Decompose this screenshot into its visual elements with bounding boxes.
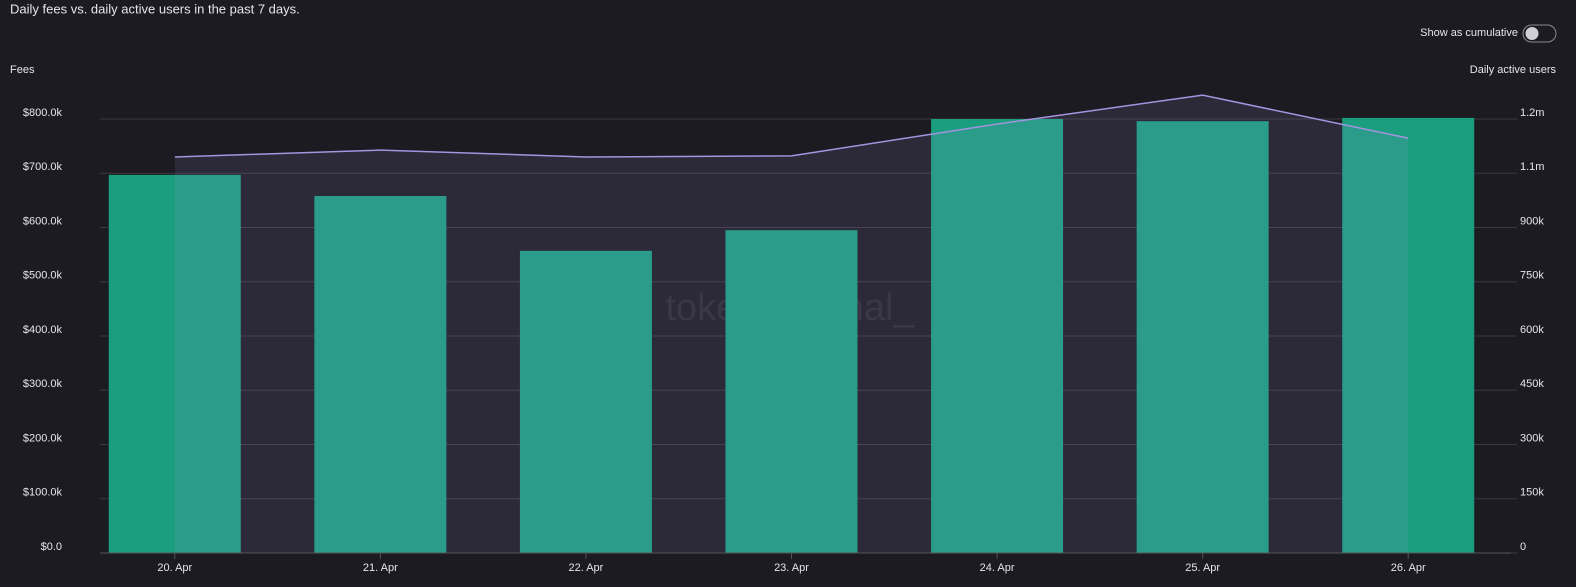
- x-tick-label: 25. Apr: [1185, 562, 1220, 574]
- y2-tick-label: 750k: [1520, 270, 1544, 282]
- y-tick-label: $500.0k: [23, 270, 63, 282]
- y2-tick-label: 0: [1520, 541, 1526, 553]
- chart-title: Daily fees vs. daily active users in the…: [10, 1, 300, 16]
- bar: [931, 119, 1064, 553]
- bar: [314, 196, 447, 553]
- line: [174, 94, 1409, 158]
- toggle-label[interactable]: Show as cumulative: [1420, 27, 1518, 39]
- bar: [519, 250, 652, 553]
- bar: [108, 174, 241, 553]
- y2-tick-label: 900k: [1520, 215, 1544, 227]
- x-tick-label: 26. Apr: [1391, 562, 1426, 574]
- bar: [1342, 117, 1475, 553]
- y2-axis-title: Daily active users: [1470, 64, 1557, 76]
- y-tick-label: $700.0k: [23, 161, 63, 173]
- y2-tick-label: 450k: [1520, 378, 1544, 390]
- y2-tick-label: 300k: [1520, 432, 1544, 444]
- x-tick-label: 21. Apr: [363, 562, 398, 574]
- line-area: [174, 95, 1409, 553]
- y-tick-label: $100.0k: [23, 487, 63, 499]
- y2-tick-label: 1.2m: [1520, 107, 1544, 119]
- x-tick-label: 23. Apr: [774, 562, 809, 574]
- bar: [1136, 121, 1269, 554]
- y-tick-label: $800.0k: [23, 107, 63, 119]
- y2-tick-label: 600k: [1520, 324, 1544, 336]
- y-tick-label: $200.0k: [23, 432, 63, 444]
- y-axis-title: Fees: [10, 64, 35, 76]
- y-tick-label: $400.0k: [23, 324, 63, 336]
- x-tick-label: 24. Apr: [980, 562, 1015, 574]
- y-tick-label: $0.0: [41, 541, 62, 553]
- y-tick-label: $300.0k: [23, 378, 63, 390]
- y2-tick-label: 1.1m: [1520, 161, 1544, 173]
- y2-tick-label: 150k: [1520, 487, 1544, 499]
- toggle-knob[interactable]: [1525, 27, 1539, 40]
- y-tick-label: $600.0k: [23, 215, 63, 227]
- x-tick-label: 22. Apr: [568, 562, 603, 574]
- x-tick-label: 20. Apr: [157, 562, 192, 574]
- bar: [725, 230, 858, 553]
